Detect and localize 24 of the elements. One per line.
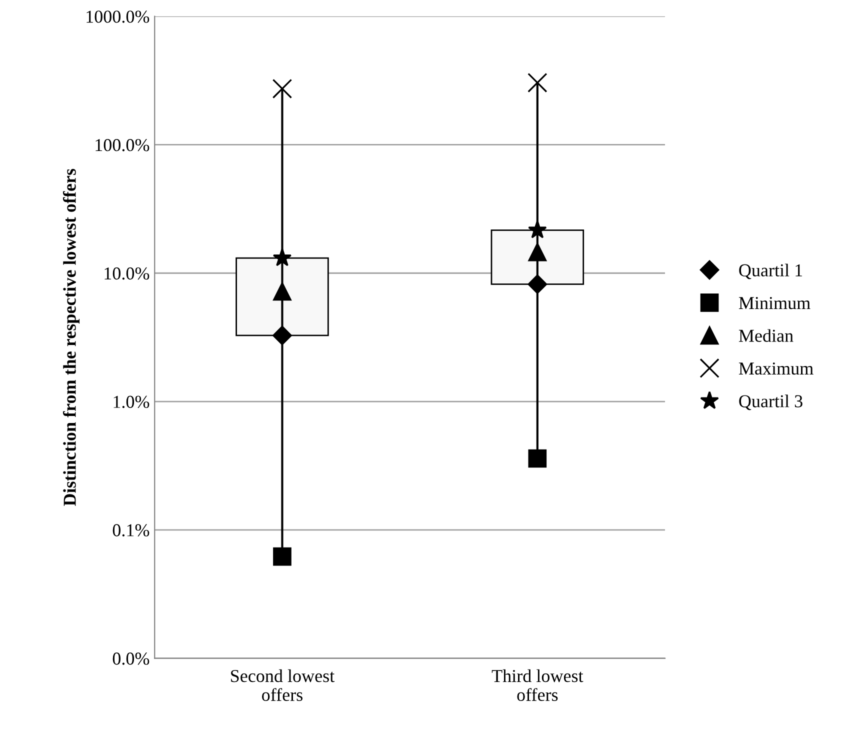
legend-label: Median <box>738 329 794 342</box>
point <box>528 72 548 93</box>
y-tick-label: 0.1% <box>112 524 150 536</box>
point <box>272 326 292 346</box>
legend-label: Maximum <box>738 362 814 375</box>
point <box>272 248 292 266</box>
legend-label: Quartil 1 <box>739 264 802 280</box>
point <box>272 78 292 99</box>
y-tick-label: 0.0% <box>112 652 150 665</box>
legend-label: Quartil 3 <box>739 394 802 410</box>
point <box>528 274 548 294</box>
point <box>273 547 292 566</box>
y-axis-title: Distinction from the respective lowest offers <box>62 168 80 506</box>
y-tick-label: 1000.0% <box>86 10 150 23</box>
point <box>528 242 547 262</box>
y-tick-label: 1.0% <box>114 396 150 408</box>
point <box>528 449 547 468</box>
point <box>528 220 547 238</box>
x-tick-label: Second lowest offers <box>231 669 335 701</box>
x-tick-label: Third lowest offers <box>492 669 584 701</box>
legend-label: Minimum <box>738 297 810 310</box>
y-tick-label: 100.0% <box>96 138 150 152</box>
y-tick-label: 10.0% <box>104 267 150 280</box>
point <box>273 282 292 301</box>
